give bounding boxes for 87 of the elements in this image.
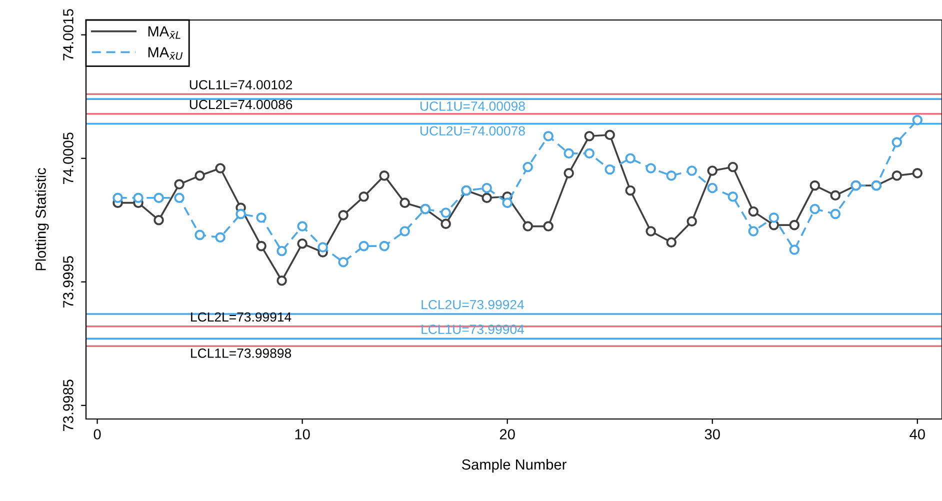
point: [789, 244, 800, 255]
point: [194, 230, 205, 240]
point: [440, 208, 451, 218]
point: [564, 148, 574, 159]
legend-label: MA$_{x̄U}$: [148, 47, 183, 60]
point: [625, 185, 636, 196]
point: [789, 220, 800, 230]
point: [174, 192, 184, 204]
point: [892, 170, 902, 181]
point: [810, 204, 820, 214]
point: [768, 212, 780, 223]
point: [256, 240, 266, 252]
y-axis-title: Plotting Statistic: [35, 168, 49, 270]
point: [666, 170, 677, 181]
point: [625, 153, 636, 164]
point: [748, 226, 759, 236]
point: [482, 182, 492, 194]
ref-line-label: LCL1U=73.99904: [422, 324, 524, 334]
point: [912, 168, 923, 178]
point: [297, 238, 308, 249]
point: [112, 192, 123, 204]
point: [133, 192, 144, 204]
point: [215, 163, 226, 174]
point: [358, 240, 369, 252]
legend-label: MA$_{x̄L}$: [148, 26, 180, 39]
point: [686, 166, 698, 176]
point: [646, 163, 656, 174]
point: [338, 256, 348, 268]
point: [543, 130, 554, 142]
point: [154, 192, 164, 204]
y-tick-label: 74.0005: [63, 132, 74, 184]
point: [502, 198, 512, 208]
y-tick-label: 74.0015: [63, 9, 74, 60]
point: [728, 192, 738, 202]
point: [646, 226, 656, 236]
point: [297, 221, 308, 232]
point: [912, 114, 923, 126]
point: [379, 170, 390, 181]
point: [379, 240, 390, 252]
ref-line-label: LCL2U=73.99924: [422, 300, 524, 310]
ref-line-label: LCL1L=73.99898: [191, 348, 292, 358]
point: [604, 164, 615, 175]
point: [318, 242, 328, 252]
x-tick-label: 40: [910, 429, 925, 440]
y-tick-label: 73.9985: [63, 380, 74, 432]
point: [830, 190, 841, 201]
ref-line-label: UCL1U=74.00098: [420, 101, 525, 111]
ref-line-label: LCL2L=73.99914: [191, 312, 292, 322]
x-tick-label: 30: [704, 429, 720, 440]
point: [707, 166, 718, 176]
point: [892, 137, 902, 148]
point: [154, 214, 164, 226]
point: [830, 208, 841, 220]
ref-line-label: UCL2U=74.00078: [420, 126, 525, 136]
point: [666, 237, 677, 248]
point: [338, 210, 348, 220]
y-tick-label: 73.9995: [63, 256, 74, 308]
point: [728, 162, 738, 172]
point: [564, 168, 574, 178]
point: [707, 182, 718, 194]
point: [604, 130, 615, 140]
point: [174, 179, 184, 190]
point: [482, 192, 492, 204]
point: [810, 180, 820, 191]
point: [194, 170, 205, 181]
point: [236, 208, 246, 220]
x-tick-label: 20: [500, 429, 515, 440]
x-tick-label: 0: [94, 429, 101, 440]
point: [440, 218, 451, 229]
point: [256, 212, 266, 223]
point: [276, 246, 287, 256]
point: [358, 192, 369, 202]
point: [748, 206, 759, 217]
point: [215, 232, 226, 243]
point: [543, 221, 554, 232]
x-tick-label: 10: [295, 429, 310, 440]
point: [276, 276, 287, 286]
point: [686, 216, 698, 226]
point: [400, 198, 410, 208]
point: [400, 226, 410, 236]
point: [522, 162, 533, 172]
ref-line-label: UCL2L=74.00086: [190, 100, 292, 110]
point: [584, 148, 594, 159]
x-axis-title: Sample Number: [462, 458, 566, 473]
ref-line-label: UCL1L=74.00102: [190, 80, 292, 90]
point: [584, 130, 594, 142]
point: [522, 221, 533, 232]
